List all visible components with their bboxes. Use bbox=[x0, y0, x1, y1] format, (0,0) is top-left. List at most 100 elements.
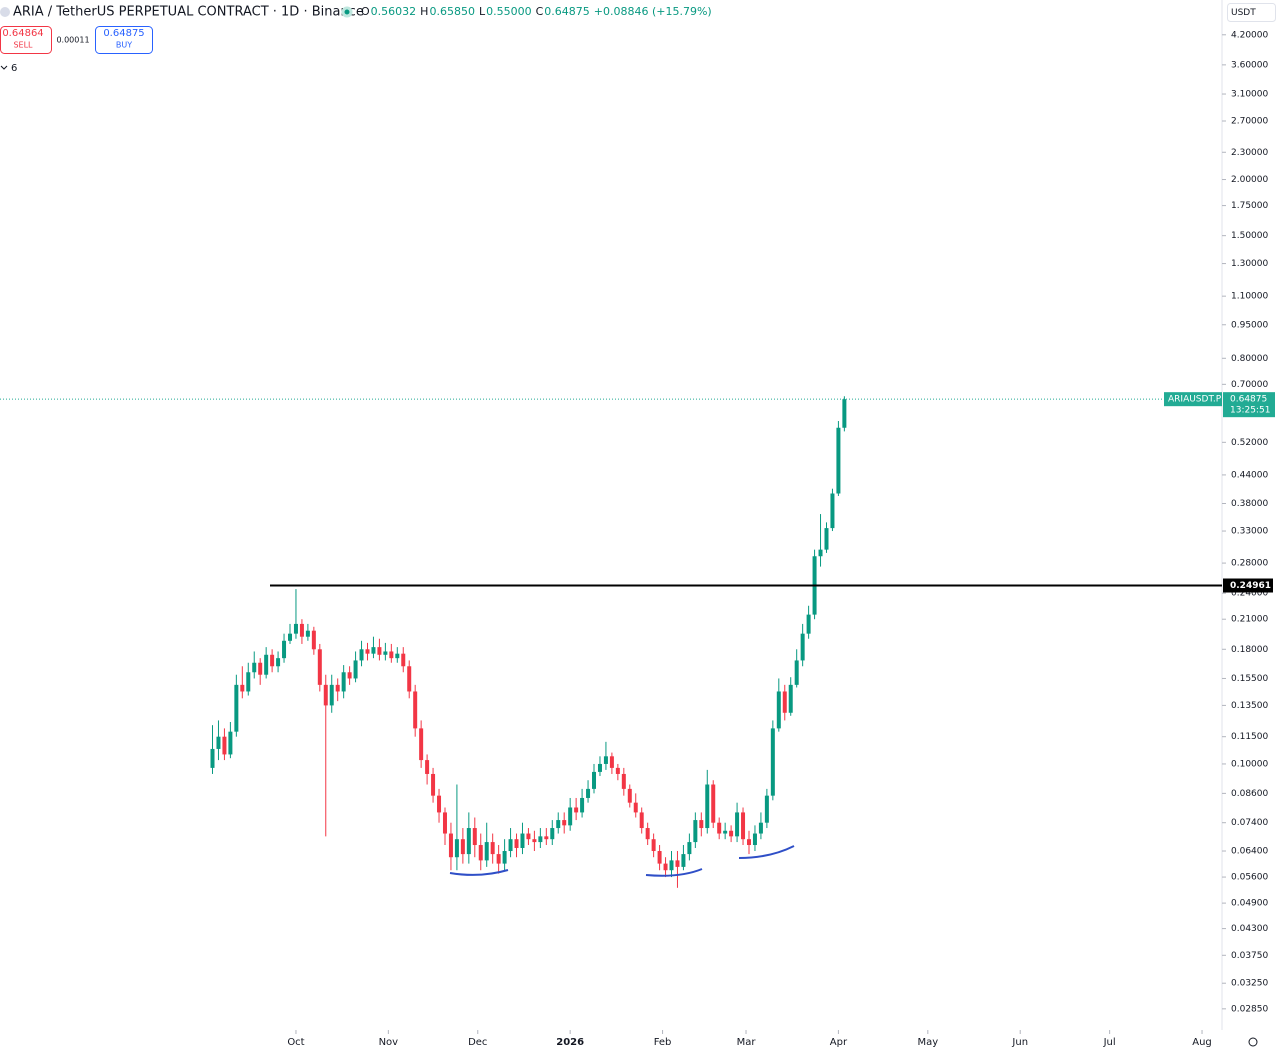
candle-body bbox=[293, 623, 298, 634]
candle-body bbox=[723, 830, 728, 834]
y-tick-label: 1.50000 bbox=[1231, 231, 1268, 241]
ohlc-change: +0.08846 (+15.79%) bbox=[594, 5, 712, 18]
candle-body bbox=[729, 830, 734, 837]
y-tick-label: 0.10000 bbox=[1231, 759, 1268, 769]
candle-body bbox=[383, 651, 388, 655]
x-tick-label: Aug bbox=[1192, 1037, 1212, 1048]
candle-body bbox=[806, 614, 811, 634]
candle-body bbox=[276, 658, 281, 667]
candle-body bbox=[270, 654, 275, 667]
buy-button[interactable] bbox=[95, 26, 153, 54]
candle-body bbox=[448, 833, 453, 858]
candle-body bbox=[442, 812, 447, 834]
y-tick-label: 0.11500 bbox=[1231, 732, 1268, 742]
candle-body bbox=[693, 820, 698, 843]
candle-body bbox=[770, 728, 775, 796]
candle-body bbox=[526, 833, 531, 840]
symbol-title: ARIA / TetherUS PERPETUAL CONTRACT · 1D … bbox=[13, 5, 364, 20]
y-tick-label: 0.38000 bbox=[1231, 499, 1268, 509]
candle-body bbox=[639, 812, 644, 829]
candle-body bbox=[538, 836, 543, 843]
y-tick-label: 0.18000 bbox=[1231, 645, 1268, 655]
candle-body bbox=[615, 767, 620, 774]
candle-body bbox=[216, 736, 221, 749]
candle-body bbox=[407, 666, 412, 692]
currency-button[interactable] bbox=[1227, 3, 1276, 22]
candle-body bbox=[389, 651, 394, 659]
y-tick-label: 0.95000 bbox=[1231, 320, 1268, 330]
settings-icon[interactable] bbox=[1248, 1037, 1258, 1047]
y-tick-label: 0.33000 bbox=[1231, 527, 1268, 537]
horizontal-line-label: 0.24961 bbox=[1230, 581, 1271, 591]
ohlc-legend: O 0.56032 H 0.65850 L 0.55000 C 0.64875 +0.08846… bbox=[361, 5, 712, 18]
y-tick-label: 0.03250 bbox=[1231, 979, 1268, 989]
ohlc-key: H bbox=[420, 5, 428, 18]
candle-body bbox=[645, 828, 650, 840]
candle-body bbox=[657, 851, 662, 864]
candle-body bbox=[347, 672, 352, 679]
x-tick-label: May bbox=[917, 1037, 938, 1048]
collapse-icon[interactable] bbox=[0, 65, 8, 70]
candle-body bbox=[490, 842, 495, 855]
sell-button[interactable] bbox=[0, 26, 52, 54]
candle-body bbox=[252, 662, 257, 673]
candle-body bbox=[580, 797, 585, 813]
sell-price: 0.64864 bbox=[2, 28, 43, 39]
y-tick-label: 4.20000 bbox=[1231, 30, 1268, 40]
candle-body bbox=[794, 660, 799, 685]
candle-body bbox=[484, 842, 489, 861]
y-tick-label: 0.21000 bbox=[1231, 615, 1268, 625]
candle-body bbox=[371, 647, 376, 654]
candle-body bbox=[508, 839, 513, 852]
x-tick-label: Jul bbox=[1103, 1037, 1116, 1048]
candle-body bbox=[592, 771, 597, 789]
candle-body bbox=[502, 851, 507, 864]
symbol-label-bg bbox=[1164, 392, 1222, 407]
candle-body bbox=[711, 784, 716, 823]
candle-body bbox=[746, 839, 751, 846]
candle-body bbox=[419, 728, 424, 761]
candle-body bbox=[836, 427, 841, 494]
candle-body bbox=[514, 839, 519, 848]
y-tick-label: 0.15500 bbox=[1231, 674, 1268, 684]
candle-body bbox=[651, 839, 656, 852]
rounding-bottom-drawing bbox=[449, 869, 509, 876]
candle-body bbox=[699, 820, 704, 829]
candle-body bbox=[550, 828, 555, 840]
candle-body bbox=[830, 493, 835, 529]
y-tick-label: 1.75000 bbox=[1231, 201, 1268, 211]
candle-body bbox=[413, 691, 418, 729]
candle-body bbox=[764, 795, 769, 823]
candle-body bbox=[681, 854, 686, 867]
market-status bbox=[341, 6, 353, 18]
y-tick-label: 3.60000 bbox=[1231, 60, 1268, 70]
candle-body bbox=[735, 812, 740, 837]
candle-body bbox=[496, 854, 501, 864]
candle-body bbox=[234, 684, 239, 732]
candle-body bbox=[627, 788, 632, 803]
candle-body bbox=[425, 760, 430, 774]
candle-body bbox=[258, 662, 263, 675]
candle-body bbox=[675, 860, 680, 867]
candle-body bbox=[669, 860, 674, 871]
currency: USDT bbox=[1231, 8, 1256, 18]
candle-body bbox=[311, 630, 316, 650]
y-tick-label: 0.02850 bbox=[1231, 1004, 1268, 1014]
candle-body bbox=[562, 820, 567, 826]
candle-body bbox=[228, 731, 233, 755]
rounding-bottom-drawing bbox=[738, 845, 795, 859]
candle-body bbox=[246, 672, 251, 692]
sell-label: SELL bbox=[13, 41, 33, 50]
candle-body bbox=[240, 684, 245, 692]
y-tick-label: 0.13500 bbox=[1231, 701, 1268, 711]
candle-body bbox=[705, 784, 710, 829]
candle-body bbox=[741, 812, 746, 840]
candle-body bbox=[818, 549, 823, 557]
candle-body bbox=[663, 863, 668, 871]
x-tick-label: Jun bbox=[1011, 1037, 1028, 1048]
y-tick-label: 0.28000 bbox=[1231, 559, 1268, 569]
y-tick-label: 2.00000 bbox=[1231, 175, 1268, 185]
x-tick-label: Feb bbox=[654, 1037, 672, 1048]
